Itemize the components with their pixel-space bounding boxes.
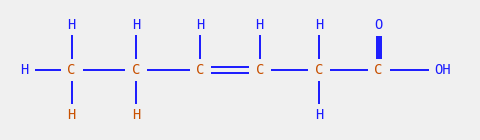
Text: C: C xyxy=(132,63,140,77)
Text: H: H xyxy=(196,18,204,32)
Text: H: H xyxy=(21,63,29,77)
Text: H: H xyxy=(256,18,264,32)
Text: C: C xyxy=(196,63,204,77)
Text: H: H xyxy=(68,18,76,32)
Text: C: C xyxy=(315,63,324,77)
Text: H: H xyxy=(68,108,76,122)
Text: C: C xyxy=(68,63,76,77)
Text: H: H xyxy=(132,108,140,122)
Text: O: O xyxy=(374,18,383,32)
Text: C: C xyxy=(256,63,264,77)
Text: H: H xyxy=(132,18,140,32)
Text: H: H xyxy=(315,108,324,122)
Text: C: C xyxy=(374,63,383,77)
Text: H: H xyxy=(315,18,324,32)
Text: OH: OH xyxy=(434,63,451,77)
